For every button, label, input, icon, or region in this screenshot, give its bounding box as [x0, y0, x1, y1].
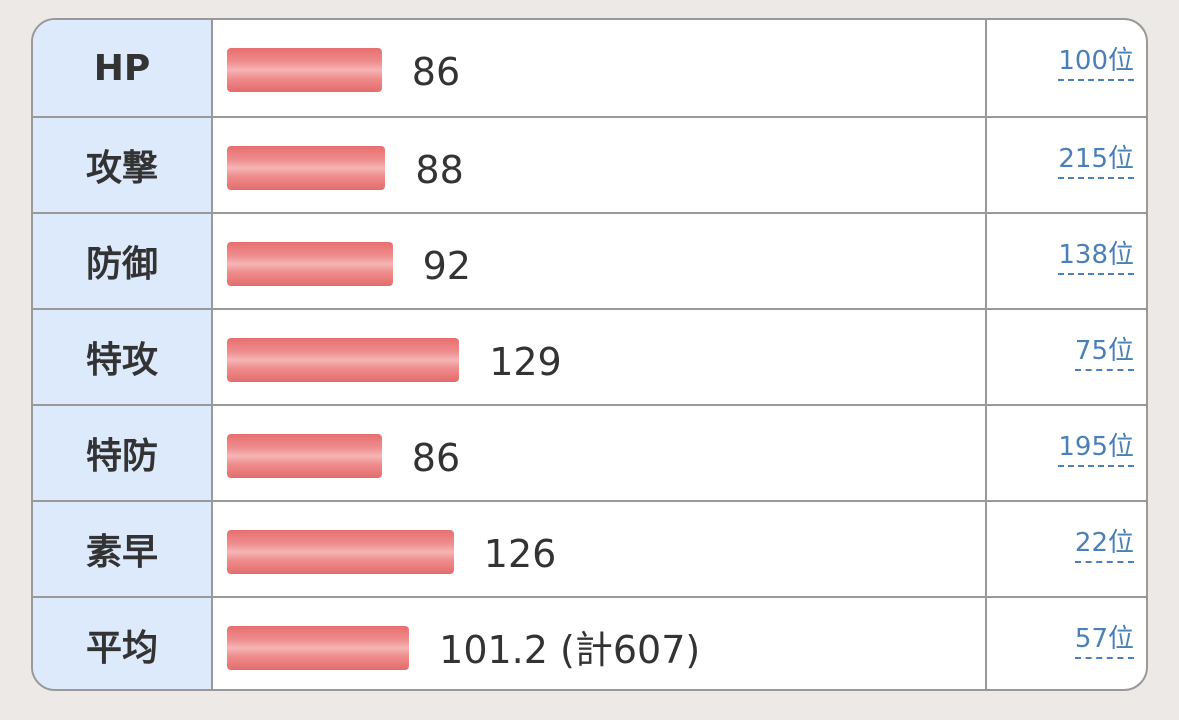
stat-row: 攻撃 88 215位	[33, 116, 1146, 212]
stat-rank-link[interactable]: 57位	[1074, 624, 1134, 659]
stat-value-cell: 86	[213, 406, 987, 500]
stat-label: 平均	[33, 598, 213, 689]
stat-bar	[227, 242, 393, 286]
stat-row: 防御 92 138位	[33, 212, 1146, 308]
stat-value-cell: 101.2 (計607)	[213, 598, 987, 689]
stat-value-cell: 126	[213, 502, 987, 596]
stat-label: 防御	[33, 214, 213, 308]
stat-label: 攻撃	[33, 118, 213, 212]
stat-bar	[227, 146, 386, 190]
stat-value-cell: 86	[213, 20, 987, 116]
stat-rank-link[interactable]: 195位	[1058, 432, 1134, 467]
stat-label: 特防	[33, 406, 213, 500]
stat-rank-link[interactable]: 75位	[1074, 336, 1134, 371]
stat-row: 特防 86 195位	[33, 404, 1146, 500]
stat-value: 129	[489, 340, 562, 384]
stat-rank-link[interactable]: 215位	[1058, 144, 1134, 179]
stat-row: 平均 101.2 (計607) 57位	[33, 596, 1146, 689]
stat-row: 特攻 129 75位	[33, 308, 1146, 404]
stat-bar	[227, 338, 460, 382]
stat-bar	[227, 626, 410, 670]
stat-value: 88	[415, 148, 464, 192]
stat-value-cell: 88	[213, 118, 987, 212]
stat-row: HP 86 100位	[33, 20, 1146, 116]
stat-label: HP	[33, 20, 213, 116]
stat-bar	[227, 434, 382, 478]
stat-value-cell: 129	[213, 310, 987, 404]
stat-value: 126	[483, 532, 557, 576]
stat-value: 92	[422, 244, 471, 288]
stat-label: 特攻	[33, 310, 213, 404]
stat-rank-link[interactable]: 100位	[1058, 46, 1134, 81]
stat-value-cell: 92	[213, 214, 987, 308]
stat-value: 101.2 (計607)	[439, 628, 701, 672]
stat-label: 素早	[33, 502, 213, 596]
base-stats-table: HP 86 100位 攻撃 88 215位 防御 92 138位 特攻 129 75位…	[31, 18, 1148, 691]
stat-bar	[227, 530, 454, 574]
stat-value: 86	[411, 50, 461, 94]
stat-row: 素早 126 22位	[33, 500, 1146, 596]
stat-value: 86	[411, 436, 461, 480]
stat-rank-link[interactable]: 22位	[1074, 528, 1134, 563]
stat-rank-link[interactable]: 138位	[1058, 240, 1134, 275]
stat-bar	[227, 48, 382, 92]
